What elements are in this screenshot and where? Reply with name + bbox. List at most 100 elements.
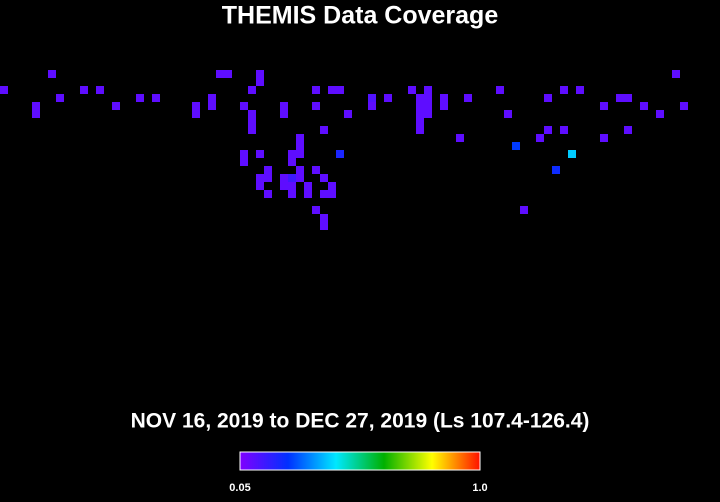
coverage-cell — [544, 94, 552, 102]
coverage-cell — [248, 110, 256, 118]
coverage-cell — [296, 150, 304, 158]
coverage-cell — [288, 182, 296, 190]
coverage-cell — [312, 102, 320, 110]
coverage-cell — [240, 158, 248, 166]
coverage-cell — [512, 142, 520, 150]
coverage-cell — [504, 110, 512, 118]
coverage-cell — [424, 86, 432, 94]
coverage-cell — [624, 126, 632, 134]
coverage-cell — [288, 190, 296, 198]
coverage-cell — [240, 102, 248, 110]
coverage-cell — [296, 142, 304, 150]
coverage-cell — [224, 70, 232, 78]
coverage-cell — [560, 86, 568, 94]
coverage-cell — [320, 222, 328, 230]
coverage-cell — [336, 150, 344, 158]
coverage-cell — [248, 86, 256, 94]
coverage-cell — [304, 182, 312, 190]
coverage-cell — [416, 118, 424, 126]
coverage-cell — [328, 190, 336, 198]
coverage-cell — [280, 174, 288, 182]
coverage-cell — [560, 126, 568, 134]
coverage-cell — [344, 110, 352, 118]
coverage-cell — [496, 86, 504, 94]
coverage-cell — [56, 94, 64, 102]
coverage-cell — [384, 94, 392, 102]
coverage-cell — [280, 182, 288, 190]
coverage-cell — [0, 86, 8, 94]
coverage-cell — [264, 174, 272, 182]
colorbar-tick-label: 0.05 — [229, 482, 250, 494]
coverage-cell — [536, 134, 544, 142]
coverage-cell — [152, 94, 160, 102]
coverage-cell — [192, 110, 200, 118]
coverage-cell — [296, 166, 304, 174]
coverage-cell — [280, 110, 288, 118]
coverage-cell — [136, 94, 144, 102]
coverage-cell — [656, 110, 664, 118]
coverage-cell — [280, 102, 288, 110]
coverage-cell — [600, 102, 608, 110]
coverage-cell — [464, 94, 472, 102]
coverage-cell — [456, 134, 464, 142]
coverage-cell — [672, 70, 680, 78]
coverage-cell — [288, 174, 296, 182]
chart-subtitle: NOV 16, 2019 to DEC 27, 2019 (Ls 107.4-1… — [131, 410, 590, 433]
coverage-cell — [256, 70, 264, 78]
coverage-cell — [208, 94, 216, 102]
coverage-cell — [320, 190, 328, 198]
coverage-cell — [544, 126, 552, 134]
coverage-cell — [416, 102, 424, 110]
coverage-cell — [256, 150, 264, 158]
coverage-cell — [520, 206, 528, 214]
coverage-cell — [32, 102, 40, 110]
coverage-cell — [624, 94, 632, 102]
coverage-cell — [312, 166, 320, 174]
coverage-cell — [256, 174, 264, 182]
coverage-cell — [304, 190, 312, 198]
coverage-cell — [96, 86, 104, 94]
coverage-cell — [192, 102, 200, 110]
coverage-cell — [408, 86, 416, 94]
coverage-cell — [296, 174, 304, 182]
coverage-cell — [416, 94, 424, 102]
coverage-cell — [328, 86, 336, 94]
coverage-cell — [264, 190, 272, 198]
coverage-cell — [424, 94, 432, 102]
coverage-cell — [336, 86, 344, 94]
chart-title: THEMIS Data Coverage — [222, 2, 499, 30]
coverage-cell — [240, 150, 248, 158]
coverage-cell — [440, 102, 448, 110]
coverage-cell — [248, 118, 256, 126]
coverage-cell — [256, 182, 264, 190]
colorbar — [239, 451, 481, 471]
coverage-cell — [440, 94, 448, 102]
coverage-cell — [320, 126, 328, 134]
coverage-cell — [616, 94, 624, 102]
coverage-cell — [256, 78, 264, 86]
coverage-cell — [424, 102, 432, 110]
coverage-cell — [320, 174, 328, 182]
coverage-cell — [424, 110, 432, 118]
coverage-cell — [32, 110, 40, 118]
coverage-cell — [264, 166, 272, 174]
colorbar-tick-label: 1.0 — [472, 482, 487, 494]
coverage-cell — [680, 102, 688, 110]
coverage-cell — [312, 206, 320, 214]
coverage-cell — [296, 134, 304, 142]
coverage-cell — [248, 126, 256, 134]
coverage-cell — [368, 94, 376, 102]
coverage-cell — [600, 134, 608, 142]
coverage-cell — [216, 70, 224, 78]
coverage-cell — [368, 102, 376, 110]
coverage-cell — [576, 86, 584, 94]
coverage-cell — [208, 102, 216, 110]
coverage-cell — [312, 86, 320, 94]
coverage-cell — [48, 70, 56, 78]
coverage-cell — [552, 166, 560, 174]
coverage-cell — [416, 110, 424, 118]
coverage-cell — [320, 214, 328, 222]
coverage-cell — [80, 86, 88, 94]
